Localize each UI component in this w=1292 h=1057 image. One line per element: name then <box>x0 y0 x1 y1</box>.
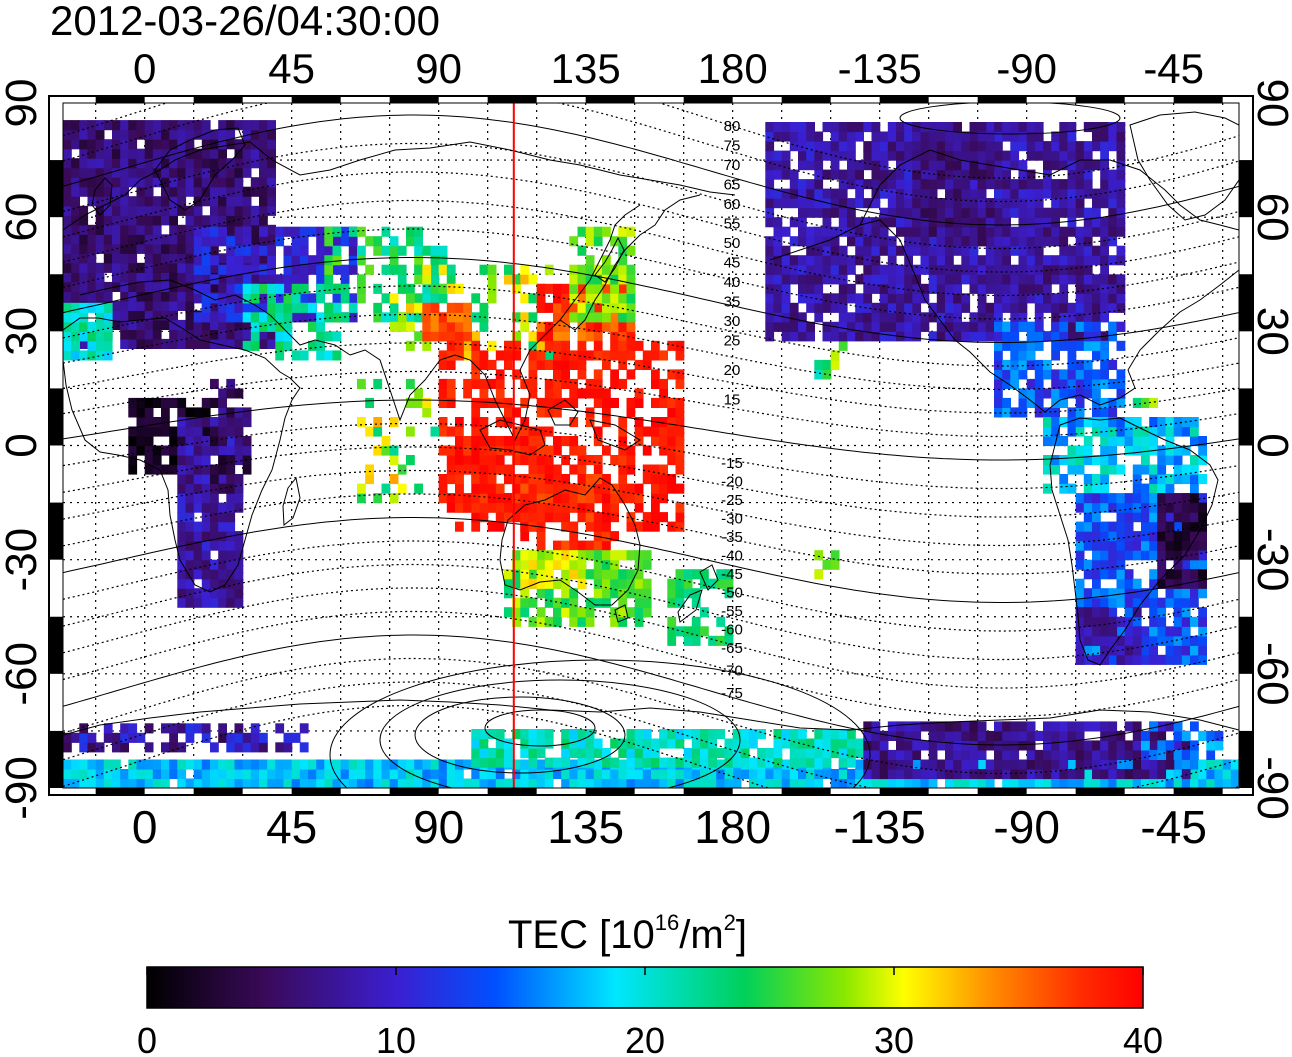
contour-label: -60 <box>721 622 743 639</box>
x-tick-label-top: -45 <box>1143 45 1204 92</box>
contour-label: -20 <box>721 474 743 491</box>
colorbar-ticks: 0 10 20 30 40 <box>137 967 1163 1057</box>
y-tick-label-right: 60 <box>1248 193 1292 242</box>
contour-label: -50 <box>721 585 743 602</box>
colorbar-tick-label: 30 <box>874 1020 914 1057</box>
contour-line <box>63 285 1239 367</box>
y-tick-label-left: -60 <box>0 642 46 706</box>
contour-line <box>63 657 1239 775</box>
colorbar-tick-label: 20 <box>625 1020 665 1057</box>
x-tick-label-bottom: 180 <box>694 801 771 853</box>
colorbar-tick-label: 10 <box>376 1020 416 1057</box>
pole-contour <box>379 679 741 788</box>
contour-label: 55 <box>724 216 741 233</box>
y-tick-label-right: -60 <box>1248 642 1292 706</box>
contour-label: 30 <box>724 313 741 330</box>
contour-line <box>63 257 1239 343</box>
contour-label: 60 <box>724 196 741 213</box>
contour-label: -30 <box>721 511 743 528</box>
y-tick-label-right: 90 <box>1248 79 1292 128</box>
y-tick-label-left: 60 <box>0 193 46 242</box>
plot-area <box>63 103 1239 788</box>
contour-line <box>63 704 1239 788</box>
contour-label: 40 <box>724 274 741 291</box>
contour-line <box>63 610 1239 718</box>
x-tick-label-bottom: -135 <box>834 801 926 853</box>
contour-line <box>63 103 1239 203</box>
contour-label: -15 <box>721 455 743 472</box>
contour-line <box>63 399 1239 461</box>
contour-line <box>63 634 1239 746</box>
contour-label: -75 <box>721 685 743 702</box>
contour-label: 45 <box>724 255 741 272</box>
y-tick-label-left: 0 <box>0 433 46 457</box>
contour-label: 70 <box>724 157 741 174</box>
colorbar-tick-label: 0 <box>137 1020 157 1057</box>
contour-labels: 80 75 70 65 60 55 50 45 40 35 30 25 20 15 -15 -20-25 -30… <box>721 118 743 702</box>
x-tick-label-bottom: 0 <box>132 801 158 853</box>
contour-label: -35 <box>721 529 743 546</box>
contour-label: 65 <box>724 177 741 194</box>
contour-label: -45 <box>721 566 743 583</box>
contour-line <box>63 199 1239 297</box>
y-tick-label-right: -30 <box>1248 528 1292 592</box>
contour-line <box>63 493 1239 575</box>
y-tick-label-right: -90 <box>1248 756 1292 820</box>
y-tick-label-right: 30 <box>1248 307 1292 356</box>
contour-label: -70 <box>721 663 743 680</box>
contour-label: -40 <box>721 548 743 565</box>
contour-label: -25 <box>721 492 743 509</box>
x-tick-label-top: 0 <box>133 45 156 92</box>
x-axis-bottom: 0 45 90 135 180 -135 -90 -45 <box>132 801 1207 853</box>
y-tick-label-right: 0 <box>1248 433 1292 457</box>
contour-label: -65 <box>721 640 743 657</box>
pole-contour <box>414 696 626 774</box>
y-tick-label-left: -30 <box>0 528 46 592</box>
colorbar-tick-label: 40 <box>1123 1020 1163 1057</box>
contour-label: 35 <box>724 294 741 311</box>
x-tick-label-top: 45 <box>268 45 315 92</box>
x-tick-label-top: -90 <box>996 45 1057 92</box>
pole-contour <box>484 709 596 747</box>
x-tick-label-top: 135 <box>551 45 621 92</box>
x-tick-label-bottom: -45 <box>1140 801 1206 853</box>
contour-label: 15 <box>724 392 741 409</box>
contour-line <box>63 103 1239 179</box>
timestamp-title: 2012-03-26/04:30:00 <box>50 0 440 44</box>
x-tick-label-bottom: 90 <box>413 801 464 853</box>
x-tick-label-top: 90 <box>415 45 462 92</box>
pole-contour <box>329 659 871 788</box>
contour-label: -55 <box>721 603 743 620</box>
coastlines <box>63 111 1239 736</box>
contour-label: 20 <box>724 362 741 379</box>
y-axis-right: 90 60 30 0 -30 -60 -90 <box>1248 79 1292 820</box>
contour-label: 25 <box>724 333 741 350</box>
x-tick-label-top: -135 <box>838 45 922 92</box>
y-tick-label-left: 30 <box>0 307 46 356</box>
contour-line <box>63 517 1239 603</box>
contour-label: 50 <box>724 235 741 252</box>
contour-line <box>63 228 1239 320</box>
frame-bands <box>49 96 1253 795</box>
y-tick-label-left: 90 <box>0 79 46 128</box>
contour-label: 75 <box>724 138 741 155</box>
colorbar-title: TEC [1016/m2] <box>508 910 747 957</box>
contour-line <box>63 540 1239 632</box>
contour-line <box>63 563 1239 661</box>
x-tick-label-bottom: -90 <box>993 801 1059 853</box>
contour-line <box>63 114 1239 226</box>
pole-contour <box>899 103 1121 135</box>
x-tick-label-top: 180 <box>698 45 768 92</box>
y-tick-label-left: -90 <box>0 756 46 820</box>
x-axis-top: 0 45 90 135 180 -135 -90 -45 <box>133 45 1204 92</box>
x-tick-label-bottom: 135 <box>547 801 624 853</box>
magnetic-latitude-contours <box>63 103 1239 788</box>
contour-label: 80 <box>724 118 741 135</box>
y-axis-left: 90 60 30 0 -30 -60 -90 <box>0 79 46 820</box>
x-tick-label-bottom: 45 <box>266 801 317 853</box>
